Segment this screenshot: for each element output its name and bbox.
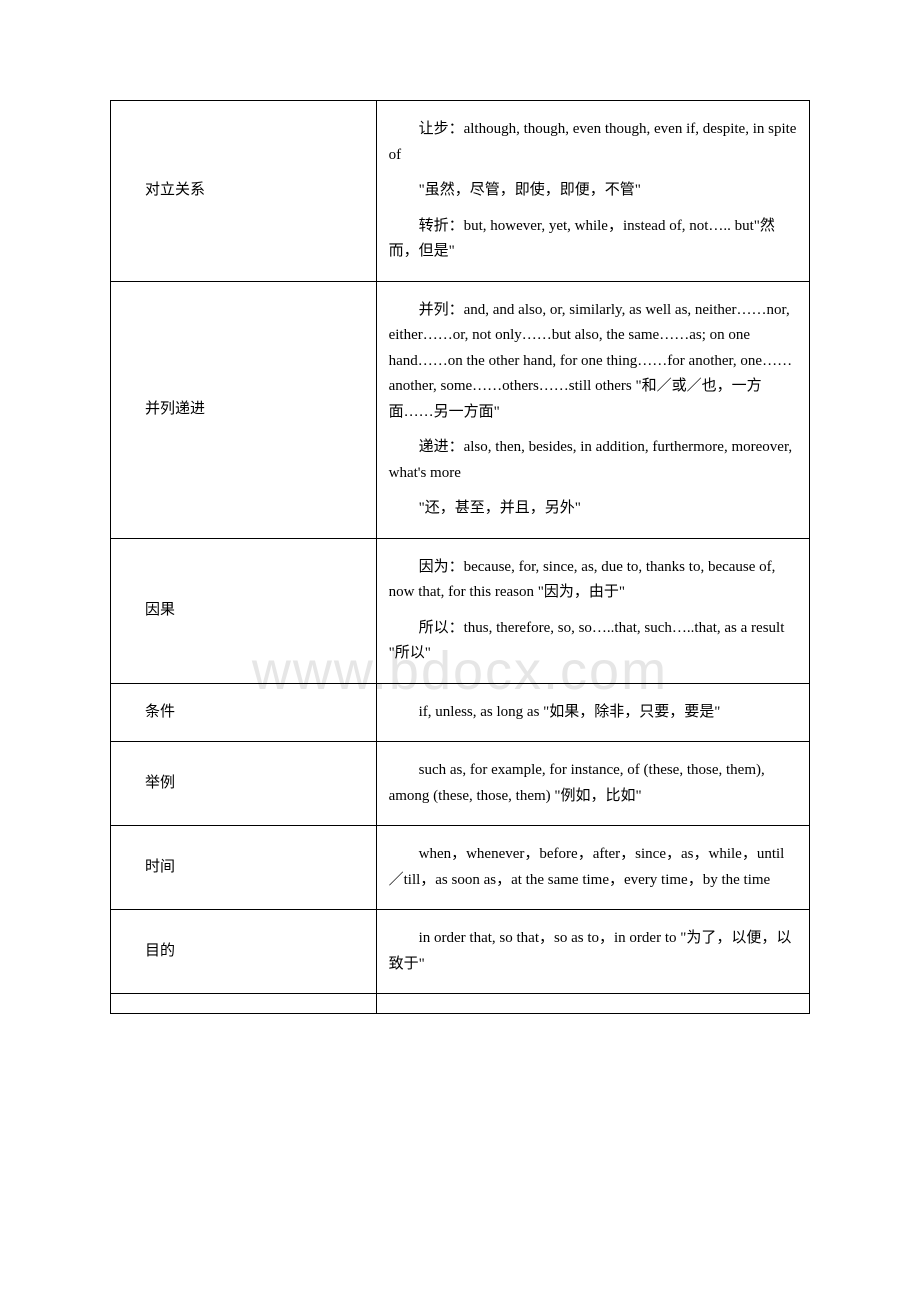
row-content: in order that, so that，so as to，in order…: [376, 910, 809, 994]
row-content: 并列：and, and also, or, similarly, as well…: [376, 281, 809, 538]
paragraph: 让步：although, though, even though, even i…: [389, 117, 797, 168]
row-label: 对立关系: [111, 101, 377, 282]
paragraph: "虽然，尽管，即使，即便，不管": [389, 178, 797, 204]
paragraph: 并列：and, and also, or, similarly, as well…: [389, 298, 797, 426]
table-row: 举例 such as, for example, for instance, o…: [111, 742, 810, 826]
empty-cell: [376, 994, 809, 1014]
empty-cell: [111, 994, 377, 1014]
row-content: when，whenever，before，after，since，as，whil…: [376, 826, 809, 910]
table-row: 并列递进 并列：and, and also, or, similarly, as…: [111, 281, 810, 538]
row-content: 因为：because, for, since, as, due to, than…: [376, 538, 809, 683]
paragraph: if, unless, as long as "如果，除非，只要，要是": [389, 700, 797, 726]
paragraph: 递进：also, then, besides, in addition, fur…: [389, 435, 797, 486]
row-content: 让步：although, though, even though, even i…: [376, 101, 809, 282]
table-row: 因果 因为：because, for, since, as, due to, t…: [111, 538, 810, 683]
row-label: 并列递进: [111, 281, 377, 538]
table-row: 对立关系 让步：although, though, even though, e…: [111, 101, 810, 282]
relations-table: 对立关系 让步：although, though, even though, e…: [110, 100, 810, 1014]
row-label: 举例: [111, 742, 377, 826]
table-row: 目的 in order that, so that，so as to，in or…: [111, 910, 810, 994]
table-row: 时间 when，whenever，before，after，since，as，w…: [111, 826, 810, 910]
paragraph: 转折：but, however, yet, while，instead of, …: [389, 214, 797, 265]
paragraph: 所以：thus, therefore, so, so…..that, such……: [389, 616, 797, 667]
row-label: 目的: [111, 910, 377, 994]
paragraph: when，whenever，before，after，since，as，whil…: [389, 842, 797, 893]
table-container: 对立关系 让步：although, though, even though, e…: [110, 100, 810, 1014]
row-label: 因果: [111, 538, 377, 683]
paragraph: "还，甚至，并且，另外": [389, 496, 797, 522]
paragraph: 因为：because, for, since, as, due to, than…: [389, 555, 797, 606]
row-content: such as, for example, for instance, of (…: [376, 742, 809, 826]
paragraph: such as, for example, for instance, of (…: [389, 758, 797, 809]
table-row: 条件 if, unless, as long as "如果，除非，只要，要是": [111, 683, 810, 742]
row-content: if, unless, as long as "如果，除非，只要，要是": [376, 683, 809, 742]
row-label: 条件: [111, 683, 377, 742]
row-label: 时间: [111, 826, 377, 910]
table-row-empty: [111, 994, 810, 1014]
paragraph: in order that, so that，so as to，in order…: [389, 926, 797, 977]
